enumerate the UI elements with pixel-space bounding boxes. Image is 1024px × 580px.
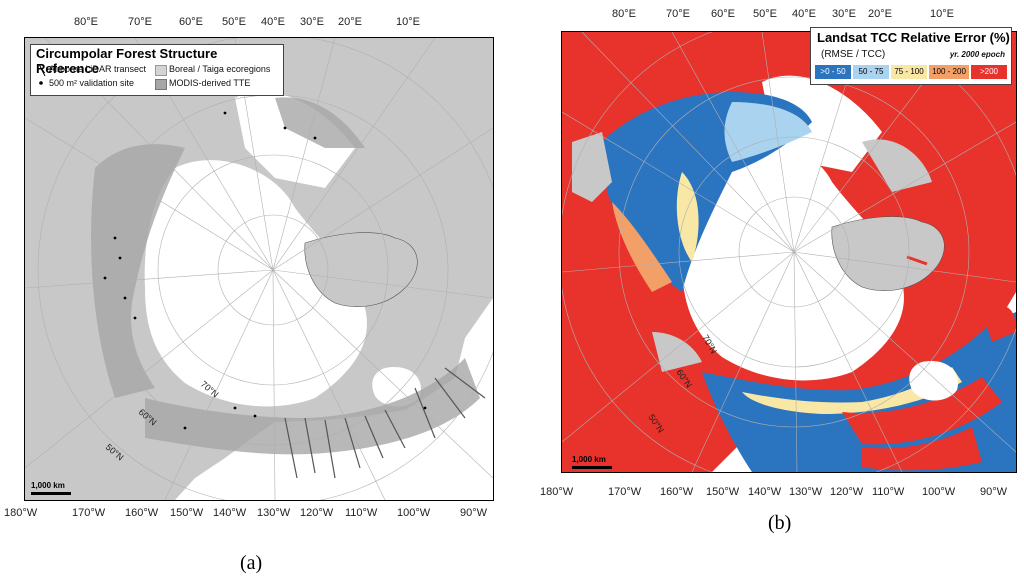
map-frame-a: 70°N 60°N 50°N 1,000 km (24, 37, 494, 501)
bottom-tick-b-5: 130°W (789, 486, 823, 498)
legend-b-class-1: 50 - 75 (853, 65, 889, 79)
bottom-tick-b-1: 170°W (608, 486, 642, 498)
bottom-tick-b-9: 90°W (980, 486, 1008, 498)
bottom-tick-a-4: 140°W (213, 507, 247, 519)
legend-b-class-0: >0 - 50 (815, 65, 851, 79)
top-tick-b-0: 80°E (612, 8, 636, 20)
scale-bar-b: 1,000 km (572, 455, 612, 469)
legend-a-item-boreal: Boreal / Taiga ecoregions (169, 64, 271, 74)
bottom-tick-b-7: 110°W (872, 486, 905, 498)
scale-bar-a: 1,000 km (31, 481, 71, 495)
legend-b-class-3: 100 - 200 (929, 65, 969, 79)
top-tick-b-4: 40°E (792, 8, 816, 20)
bottom-tick-b-3: 150°W (706, 486, 740, 498)
bottom-tick-a-5: 130°W (257, 507, 291, 519)
bottom-tick-b-2: 160°W (660, 486, 694, 498)
legend-a-item-validation: 500 m² validation site (49, 78, 135, 88)
top-tick-b-2: 60°E (711, 8, 735, 20)
legend-b-title: Landsat TCC Relative Error (%) (817, 30, 1010, 45)
panel-label-b: (b) (768, 512, 792, 534)
top-tick-a-4: 40°E (261, 16, 285, 28)
legend-a-item-modis: MODIS-derived TTE (169, 78, 251, 88)
scale-bar-a-line (31, 492, 71, 495)
legend-a-item-transect: Airborne LiDAR transect (49, 64, 147, 74)
legend-b-epoch: yr. 2000 epoch (949, 50, 1005, 59)
top-tick-b-7: 10°E (930, 8, 954, 20)
bottom-tick-a-0: 180°W (4, 507, 38, 519)
map-b-svg: 70°N 60°N 50°N (562, 32, 1016, 472)
transect-line-icon (38, 64, 46, 76)
legend-b: Landsat TCC Relative Error (%) (RMSE / T… (810, 27, 1012, 85)
top-tick-b-6: 20°E (868, 8, 892, 20)
bottom-tick-b-4: 140°W (748, 486, 782, 498)
bottom-tick-a-7: 110°W (345, 507, 378, 519)
top-tick-b-5: 30°E (832, 8, 856, 20)
legend-b-class-2: 75 - 100 (891, 65, 927, 79)
bottom-tick-a-6: 120°W (300, 507, 334, 519)
top-tick-b-3: 50°E (753, 8, 777, 20)
top-tick-b-1: 70°E (666, 8, 690, 20)
panel-label-a: (a) (240, 552, 263, 574)
top-tick-a-3: 50°E (222, 16, 246, 28)
scale-bar-b-line (572, 466, 612, 469)
bottom-tick-a-3: 150°W (170, 507, 204, 519)
modis-swatch (155, 79, 167, 90)
validation-site-dot-icon (39, 81, 43, 85)
bottom-tick-b-0: 180°W (540, 486, 574, 498)
map-a-svg: 70°N 60°N 50°N (25, 38, 493, 500)
bottom-tick-a-8: 100°W (397, 507, 431, 519)
scale-bar-b-label: 1,000 km (572, 455, 606, 464)
top-tick-a-6: 20°E (338, 16, 362, 28)
scale-bar-a-label: 1,000 km (31, 481, 65, 490)
legend-a: Circumpolar Forest Structure Reference A… (30, 44, 284, 96)
top-tick-a-0: 80°E (74, 16, 98, 28)
legend-b-subtitle: (RMSE / TCC) (821, 49, 886, 60)
top-tick-a-1: 70°E (128, 16, 152, 28)
map-frame-b: 70°N 60°N 50°N 1,000 km (561, 31, 1017, 473)
bottom-tick-b-8: 100°W (922, 486, 956, 498)
legend-a-title: Circumpolar Forest Structure Reference (36, 46, 218, 76)
bottom-tick-a-1: 170°W (72, 507, 106, 519)
top-tick-a-5: 30°E (300, 16, 324, 28)
top-tick-a-2: 60°E (179, 16, 203, 28)
legend-b-class-4: >200 (971, 65, 1007, 79)
bottom-tick-a-9: 90°W (460, 507, 488, 519)
bottom-tick-a-2: 160°W (125, 507, 159, 519)
bottom-tick-b-6: 120°W (830, 486, 864, 498)
boreal-swatch (155, 65, 167, 76)
top-tick-a-7: 10°E (396, 16, 420, 28)
